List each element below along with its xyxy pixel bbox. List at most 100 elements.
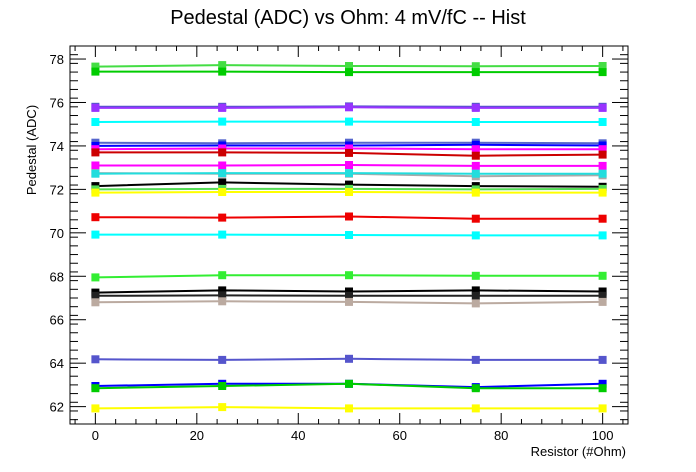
plot-area [69,45,629,425]
x-tick-label: 0 [92,428,99,443]
data-point [91,273,100,282]
data-point [345,297,353,306]
data-point [218,117,227,126]
series-22 [91,354,607,364]
data-point [345,231,353,239]
data-point [218,161,227,170]
x-tick-label: 60 [392,428,406,443]
data-point [471,103,480,112]
data-point [91,188,100,197]
data-point [218,103,227,112]
data-point [345,144,353,153]
x-axis-label: Resistor (#Ohm) [531,444,626,459]
data-point [598,355,607,364]
data-point [91,103,100,112]
y-tick-label: 72 [50,182,64,197]
y-tick-label: 68 [50,269,64,284]
y-tick-label: 66 [50,313,64,328]
chart-title: Pedestal (ADC) vs Ohm: 4 mV/fC -- Hist [170,7,526,29]
data-point [345,354,353,363]
data-point [598,188,607,197]
data-point [91,118,100,126]
data-point [598,118,607,126]
series-24 [91,379,607,393]
data-point [91,148,100,157]
x-tick-label: 100 [592,428,614,443]
data-point [471,299,480,308]
data-point [598,150,607,159]
series-20 [91,291,607,300]
data-point [218,355,227,364]
data-point [345,188,353,196]
series-18 [91,271,607,282]
series-25 [91,403,607,413]
data-point [91,213,100,222]
data-point [471,291,480,300]
data-point [345,291,353,300]
y-tick-label: 62 [50,400,64,415]
data-point [218,213,227,222]
data-point [598,62,607,70]
y-tick-label: 64 [50,356,64,371]
data-point [471,286,480,295]
data-point [345,180,353,189]
data-point [91,67,100,76]
data-point [598,271,607,280]
series-16 [91,212,607,223]
data-point [598,384,607,393]
data-point [471,188,480,197]
data-point [345,148,353,157]
data-point [471,231,480,240]
data-point [345,169,353,178]
data-point [471,355,480,364]
ticks-layer: 0 20 40 60 80 100 62 64 66 68 70 72 74 76 78 [50,46,628,443]
data-point [598,103,607,112]
data-point [91,62,100,71]
data-point [91,355,100,364]
data-point [471,68,480,77]
data-point [91,169,100,178]
data-point [345,117,353,126]
data-point [218,178,227,187]
data-point [471,151,480,160]
data-point [91,230,100,239]
data-point [218,291,227,300]
data-point [471,161,480,170]
series-10 [91,161,607,170]
data-point [471,384,480,393]
data-point [218,230,227,239]
data-point [598,231,607,240]
data-point [218,148,227,157]
data-point [345,62,353,70]
data-point [218,61,227,70]
data-point [345,379,353,388]
y-tick-label: 78 [50,52,64,67]
series-17 [91,230,607,240]
data-point [598,297,607,306]
series-21 [91,297,607,308]
data-point [471,145,480,154]
data-point [598,169,607,178]
data-point [218,403,227,412]
data-point [91,291,100,300]
plot-frame [69,45,629,425]
data-point [218,271,227,280]
data-point [218,169,227,178]
data-point [345,404,353,413]
data-point [471,404,480,413]
data-point [598,287,607,296]
data-point [218,67,227,76]
data-point [345,103,353,112]
data-point [91,384,100,393]
data-point [598,404,607,413]
data-point [471,214,480,223]
data-point [345,212,353,221]
data-point [471,140,480,149]
series-2 [91,67,607,77]
data-point [91,298,100,307]
series-15 [91,188,607,197]
data-point [345,271,353,280]
x-tick-label: 20 [190,428,204,443]
data-point [471,169,480,178]
